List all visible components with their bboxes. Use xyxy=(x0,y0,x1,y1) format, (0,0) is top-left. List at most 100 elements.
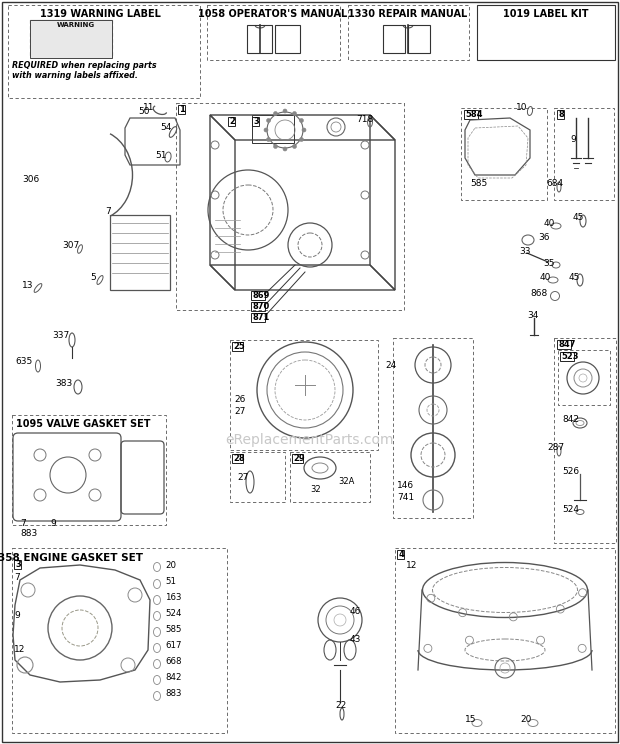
Circle shape xyxy=(293,144,296,149)
Bar xyxy=(251,291,265,300)
Text: 33: 33 xyxy=(519,246,531,255)
Bar xyxy=(247,25,272,53)
Text: 51: 51 xyxy=(165,577,176,586)
Text: WARNING: WARNING xyxy=(57,22,95,28)
Circle shape xyxy=(283,109,287,113)
Text: 684: 684 xyxy=(546,179,563,188)
Text: 524: 524 xyxy=(562,505,579,515)
Text: 668: 668 xyxy=(165,658,182,667)
Text: 584: 584 xyxy=(466,110,483,119)
Text: 40: 40 xyxy=(540,274,551,283)
Text: 383: 383 xyxy=(55,379,73,388)
Bar xyxy=(397,550,404,559)
Text: 54: 54 xyxy=(160,124,171,132)
Text: 7: 7 xyxy=(14,574,20,583)
Text: 12: 12 xyxy=(406,560,417,569)
Text: 51: 51 xyxy=(155,150,167,159)
Bar xyxy=(383,25,405,53)
Text: 27: 27 xyxy=(234,408,246,417)
Text: 163: 163 xyxy=(165,594,182,603)
Text: 25: 25 xyxy=(234,342,246,351)
Text: 10: 10 xyxy=(516,103,528,112)
Text: 1319 WARNING LABEL: 1319 WARNING LABEL xyxy=(40,9,161,19)
Circle shape xyxy=(267,138,270,141)
Text: 26: 26 xyxy=(234,396,246,405)
Bar xyxy=(110,215,170,290)
Text: 146: 146 xyxy=(397,481,414,490)
Text: with warning labels affixed.: with warning labels affixed. xyxy=(12,71,138,80)
Bar xyxy=(176,103,404,310)
Text: 526: 526 xyxy=(562,467,579,476)
Text: 868: 868 xyxy=(530,289,547,298)
Bar xyxy=(178,105,185,114)
Text: 287: 287 xyxy=(547,443,564,452)
Bar xyxy=(252,117,259,126)
Bar xyxy=(395,548,615,733)
Text: 523: 523 xyxy=(562,352,579,361)
Bar xyxy=(252,115,294,143)
Text: 883: 883 xyxy=(20,530,37,539)
Circle shape xyxy=(302,128,306,132)
Text: 883: 883 xyxy=(165,690,182,699)
Text: 11: 11 xyxy=(143,103,154,112)
Text: 842: 842 xyxy=(562,415,579,425)
Text: 15: 15 xyxy=(465,716,477,725)
Text: 307: 307 xyxy=(62,242,79,251)
Text: 847: 847 xyxy=(559,340,576,349)
Text: 45: 45 xyxy=(569,274,580,283)
Text: 3: 3 xyxy=(254,117,259,126)
Bar xyxy=(477,5,615,60)
Bar xyxy=(228,117,235,126)
Text: 3: 3 xyxy=(16,560,21,569)
Text: 2: 2 xyxy=(229,117,236,126)
Text: 29: 29 xyxy=(293,454,305,463)
Bar xyxy=(251,302,265,311)
Text: 12: 12 xyxy=(14,646,25,655)
Text: 870: 870 xyxy=(252,302,270,311)
Bar xyxy=(8,5,200,98)
Bar xyxy=(230,452,285,502)
Text: 4: 4 xyxy=(399,550,404,559)
Text: 635: 635 xyxy=(15,358,32,367)
Text: 741: 741 xyxy=(397,493,414,502)
Text: 7: 7 xyxy=(20,519,26,528)
Text: 1095 VALVE GASKET SET: 1095 VALVE GASKET SET xyxy=(16,419,151,429)
Text: 32A: 32A xyxy=(338,478,355,487)
Text: REQUIRED when replacing parts: REQUIRED when replacing parts xyxy=(12,62,157,71)
Text: 50: 50 xyxy=(138,107,149,117)
Bar xyxy=(557,110,564,119)
Text: 306: 306 xyxy=(22,176,39,185)
Bar xyxy=(290,452,370,502)
Circle shape xyxy=(299,138,303,141)
Text: 7: 7 xyxy=(105,208,111,217)
Text: 9: 9 xyxy=(14,611,20,620)
Circle shape xyxy=(264,128,268,132)
Bar xyxy=(207,5,340,60)
Text: 5: 5 xyxy=(90,274,95,283)
Circle shape xyxy=(273,112,278,115)
Bar xyxy=(232,454,242,463)
Bar xyxy=(464,110,479,119)
Bar xyxy=(12,548,227,733)
Text: 585: 585 xyxy=(165,626,182,635)
Text: 1330 REPAIR MANUAL: 1330 REPAIR MANUAL xyxy=(348,9,467,19)
Text: 9: 9 xyxy=(50,519,56,528)
Text: 8: 8 xyxy=(559,110,564,119)
Text: 20: 20 xyxy=(520,716,531,725)
Text: 34: 34 xyxy=(527,312,538,321)
Bar xyxy=(348,5,469,60)
Text: 32: 32 xyxy=(310,486,321,495)
Text: 869: 869 xyxy=(252,291,270,300)
Text: 22: 22 xyxy=(335,701,346,710)
Text: 36: 36 xyxy=(538,234,549,243)
Text: 20: 20 xyxy=(165,560,176,569)
Circle shape xyxy=(267,118,270,123)
Circle shape xyxy=(299,118,303,123)
Circle shape xyxy=(273,144,278,149)
Bar xyxy=(461,108,547,200)
Text: 13: 13 xyxy=(22,281,33,290)
Text: 585: 585 xyxy=(470,179,487,188)
Text: 718: 718 xyxy=(356,115,373,124)
Bar xyxy=(393,338,473,518)
Circle shape xyxy=(283,147,287,151)
